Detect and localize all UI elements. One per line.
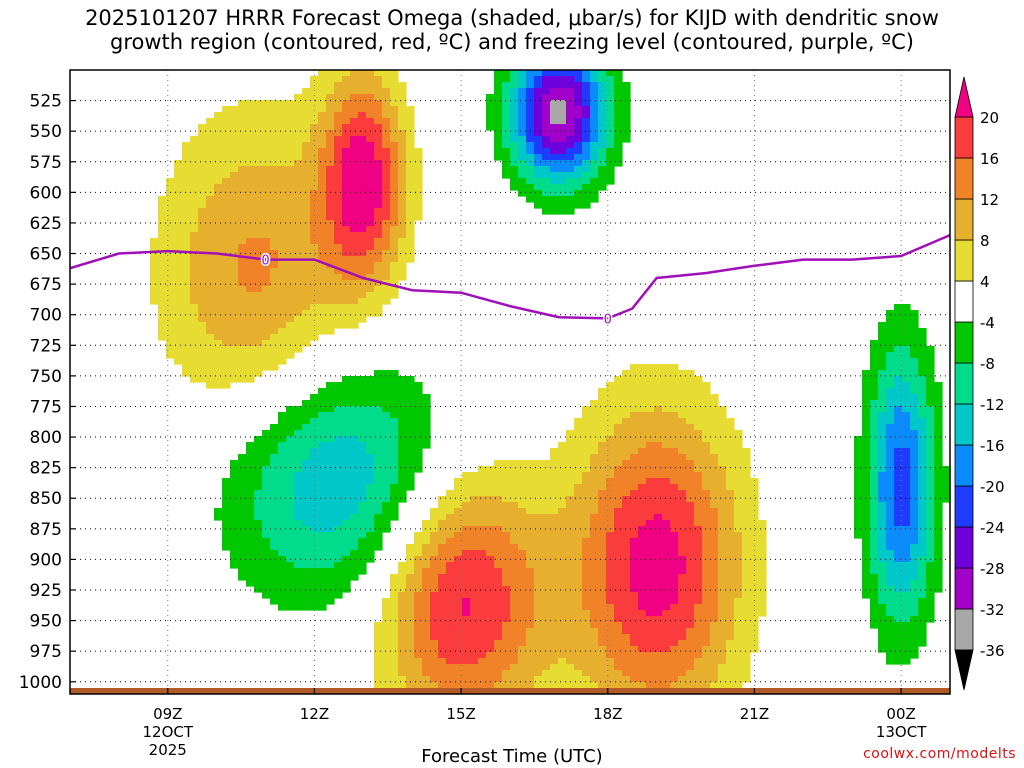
y-tick-label: 600 xyxy=(30,183,62,203)
colorbar-segment xyxy=(954,444,974,487)
x-tick-label: 21Z xyxy=(740,705,769,723)
y-tick-label: 925 xyxy=(30,581,62,601)
y-tick-label: 700 xyxy=(30,306,62,326)
colorbar-label: 16 xyxy=(980,150,999,168)
x-axis-label: Forecast Time (UTC) xyxy=(421,746,603,767)
y-tick-label: 975 xyxy=(30,642,62,662)
y-tick-label: 1000 xyxy=(19,673,62,693)
y-axis: 525 550 575 600 625 650 675 700 725 750 775 800 825 8… xyxy=(19,92,76,693)
colorbar-label: -32 xyxy=(980,601,1005,619)
colorbar-segment xyxy=(954,485,974,528)
colorbar-label: -4 xyxy=(980,314,995,332)
y-tick-label: 850 xyxy=(30,489,62,509)
x-tick-label: 18Z xyxy=(593,705,622,723)
colorbar-under-arrow xyxy=(954,649,974,691)
freezing-level-line xyxy=(70,234,950,320)
colorbar-segment xyxy=(954,403,974,446)
grid-lines xyxy=(70,70,950,694)
plot-frame xyxy=(69,69,951,695)
colorbar-segment xyxy=(954,198,974,241)
y-tick-label: 575 xyxy=(30,153,62,173)
y-tick-label: 775 xyxy=(30,397,62,417)
credit-link[interactable]: coolwx.com/modelts xyxy=(863,746,1016,762)
title-line-1: 2025101207 HRRR Forecast Omega (shaded, … xyxy=(85,6,939,30)
colorbar-segment xyxy=(954,116,974,159)
colorbar-label: -20 xyxy=(980,478,1005,496)
omega-shading xyxy=(150,70,950,694)
x-tick-year: 2025 xyxy=(149,741,187,759)
colorbar-segment xyxy=(954,280,974,323)
y-tick-label: 650 xyxy=(30,245,62,265)
x-tick-label: 12Z xyxy=(300,705,329,723)
colorbar-label: 4 xyxy=(980,273,990,291)
colorbar-segment xyxy=(954,362,974,405)
x-tick-date: 12OCT xyxy=(143,723,194,741)
colorbar-label: 20 xyxy=(980,109,999,127)
colorbar-label: -8 xyxy=(980,355,995,373)
x-tick-date: 13OCT xyxy=(876,723,927,741)
freezing-level-label: 0 xyxy=(604,312,612,327)
colorbar-label: -16 xyxy=(980,437,1005,455)
colorbar: -36 -32 -28 -24 -20 -16 -12 -8 -4 4 8 12 16 20 xyxy=(954,76,1005,691)
y-tick-label: 525 xyxy=(30,92,62,112)
ground-strip xyxy=(70,688,950,694)
y-tick-label: 625 xyxy=(30,214,62,234)
x-tick-label: 00Z xyxy=(886,705,915,723)
colorbar-label: -24 xyxy=(980,519,1005,537)
y-tick-label: 675 xyxy=(30,275,62,295)
colorbar-segment xyxy=(954,239,974,282)
freezing-level-contour: 00 xyxy=(70,234,950,329)
colorbar-label: 12 xyxy=(980,191,999,209)
colorbar-segment xyxy=(954,321,974,364)
y-tick-label: 825 xyxy=(30,459,62,479)
colorbar-segment xyxy=(954,526,974,569)
colorbar-label: -36 xyxy=(980,642,1005,660)
y-tick-label: 800 xyxy=(30,428,62,448)
y-tick-label: 725 xyxy=(30,336,62,356)
colorbar-segment xyxy=(954,567,974,610)
y-tick-label: 875 xyxy=(30,520,62,540)
x-tick-label: 15Z xyxy=(446,705,475,723)
colorbar-segment xyxy=(954,608,974,651)
y-tick-label: 550 xyxy=(30,122,62,142)
colorbar-over-arrow xyxy=(954,76,974,118)
colorbar-segment xyxy=(954,157,974,200)
x-tick-label: 09Z xyxy=(153,705,182,723)
colorbar-label: -28 xyxy=(980,560,1005,578)
freezing-level-label: 0 xyxy=(261,254,269,269)
title-line-2: growth region (contoured, red, ºC) and f… xyxy=(110,30,914,54)
colorbar-label: -12 xyxy=(980,396,1005,414)
colorbar-label: 8 xyxy=(980,232,990,250)
y-tick-label: 900 xyxy=(30,550,62,570)
y-tick-label: 950 xyxy=(30,612,62,632)
y-tick-label: 750 xyxy=(30,367,62,387)
